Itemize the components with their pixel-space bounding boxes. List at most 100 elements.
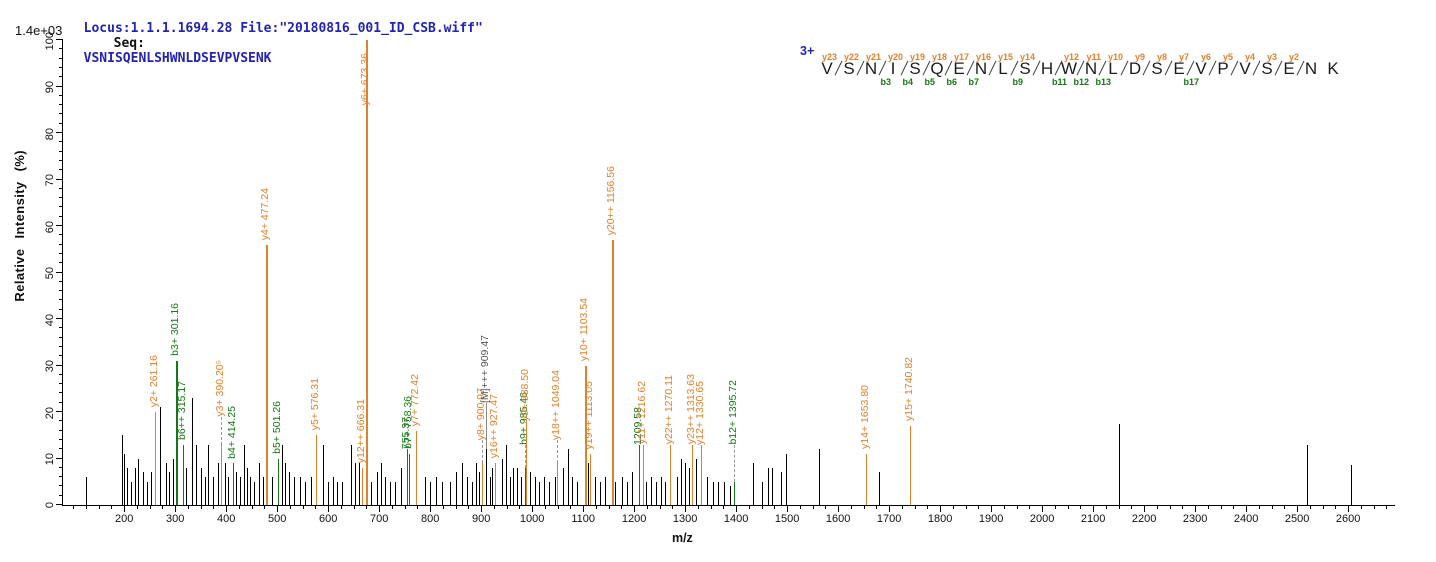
x-minor-tick — [1220, 505, 1222, 509]
x-major-tick — [787, 505, 789, 512]
annotated-peak-y — [584, 365, 587, 505]
annotated-peak-y — [526, 444, 528, 505]
spectrum-peak — [689, 467, 691, 505]
spectrum-peak — [385, 477, 387, 505]
y-minor-tick — [59, 57, 63, 59]
x-major-tick — [226, 505, 228, 512]
x-major-tick — [940, 505, 942, 512]
x-major-tick — [328, 505, 330, 512]
x-minor-tick — [799, 505, 801, 509]
peak-label: b5+ 501.26 — [270, 401, 283, 454]
peak-label-connector — [639, 444, 641, 468]
spectrum-peak — [186, 467, 188, 505]
x-minor-tick — [825, 505, 827, 509]
peak-label: y7+ 772.42 — [409, 373, 422, 426]
peak-label-connector — [481, 439, 483, 464]
peak-label-connector — [642, 444, 644, 454]
spectrum-peak — [254, 481, 256, 505]
spectrum-peak — [285, 463, 287, 505]
x-tick-label: 2000 — [1029, 513, 1055, 525]
x-minor-tick — [187, 505, 189, 509]
locus-file-text: Locus:1.1.1.1694.28 File:"20180816_001_I… — [83, 21, 483, 36]
x-minor-tick — [710, 505, 712, 509]
x-tick-label: 2600 — [1335, 513, 1361, 525]
y-major-tick — [56, 318, 63, 319]
x-minor-tick — [289, 505, 291, 509]
y-minor-tick — [59, 76, 63, 78]
x-minor-tick — [85, 505, 87, 509]
x-major-tick — [889, 505, 891, 512]
x-minor-tick — [1207, 505, 1209, 509]
y-major-tick — [56, 225, 63, 226]
y-minor-tick — [59, 280, 63, 282]
spectrum-peak — [471, 481, 473, 505]
annotated-peak-y — [557, 463, 559, 505]
x-minor-tick — [213, 505, 215, 509]
x-minor-tick — [1131, 505, 1133, 509]
y-ion-label: y18 — [931, 52, 947, 62]
annotated-peak-y — [589, 453, 591, 505]
peak-label: b12+ 1395.72 — [726, 380, 739, 445]
y-minor-tick — [59, 476, 63, 478]
spectrum-peak — [614, 481, 616, 505]
x-major-tick — [1093, 505, 1095, 512]
y-ion-label: y7 — [1178, 52, 1189, 62]
spectrum-peak — [400, 467, 402, 505]
annotated-peak-b — [407, 463, 409, 505]
spectrum-peak — [370, 481, 372, 505]
x-major-tick — [685, 505, 687, 512]
x-tick-label: 700 — [369, 513, 389, 525]
b-ion-label: b11 — [1051, 77, 1067, 87]
x-minor-tick — [493, 505, 495, 509]
peak-label-connector — [700, 444, 702, 454]
x-minor-tick — [1156, 505, 1158, 509]
y-tick-label: 0 — [44, 502, 56, 509]
spectrum-peak — [588, 463, 590, 505]
spectrum-peak — [243, 444, 245, 505]
x-minor-tick — [353, 505, 355, 509]
x-major-tick — [532, 505, 534, 512]
x-major-tick — [277, 505, 279, 512]
spectrum-peak — [576, 481, 578, 505]
x-tick-label: 1400 — [723, 513, 749, 525]
x-major-tick — [991, 505, 993, 512]
spectrum-peak — [461, 463, 463, 505]
peak-label-connector — [524, 444, 526, 468]
x-minor-tick — [238, 505, 240, 509]
spectrum-peak — [449, 481, 451, 505]
x-tick-label: 1100 — [571, 513, 595, 525]
y-minor-tick — [59, 234, 63, 236]
annotated-peak-y — [316, 435, 318, 505]
x-minor-tick — [544, 505, 546, 509]
x-minor-tick — [1360, 505, 1362, 509]
spectrum-peak — [521, 477, 523, 505]
y-minor-tick — [59, 401, 63, 403]
spectrum-peak — [492, 467, 494, 505]
peak-label: y16++ 927.47 — [488, 394, 501, 459]
x-minor-tick — [302, 505, 304, 509]
annotated-peak-b — [408, 453, 410, 505]
spectrum-peak — [627, 481, 628, 505]
x-minor-tick — [1029, 505, 1031, 509]
peak-label: y10+ 1103.54 — [577, 297, 590, 361]
spectrum-peak — [1118, 423, 1120, 505]
y-ion-label: y17 — [953, 52, 969, 62]
x-minor-tick — [315, 505, 317, 509]
spectrum-peak — [723, 481, 725, 505]
spectrum-peak — [717, 481, 719, 505]
y-minor-tick — [59, 94, 63, 96]
x-minor-tick — [812, 505, 814, 509]
x-minor-tick — [570, 505, 572, 509]
spectrum-peak — [676, 477, 678, 505]
x-minor-tick — [264, 505, 266, 509]
precursor-charge-label: 3+ — [800, 44, 815, 58]
y-minor-tick — [59, 113, 63, 115]
spectrum-peak — [436, 477, 438, 505]
x-minor-tick — [1080, 505, 1082, 509]
x-minor-tick — [621, 505, 623, 509]
